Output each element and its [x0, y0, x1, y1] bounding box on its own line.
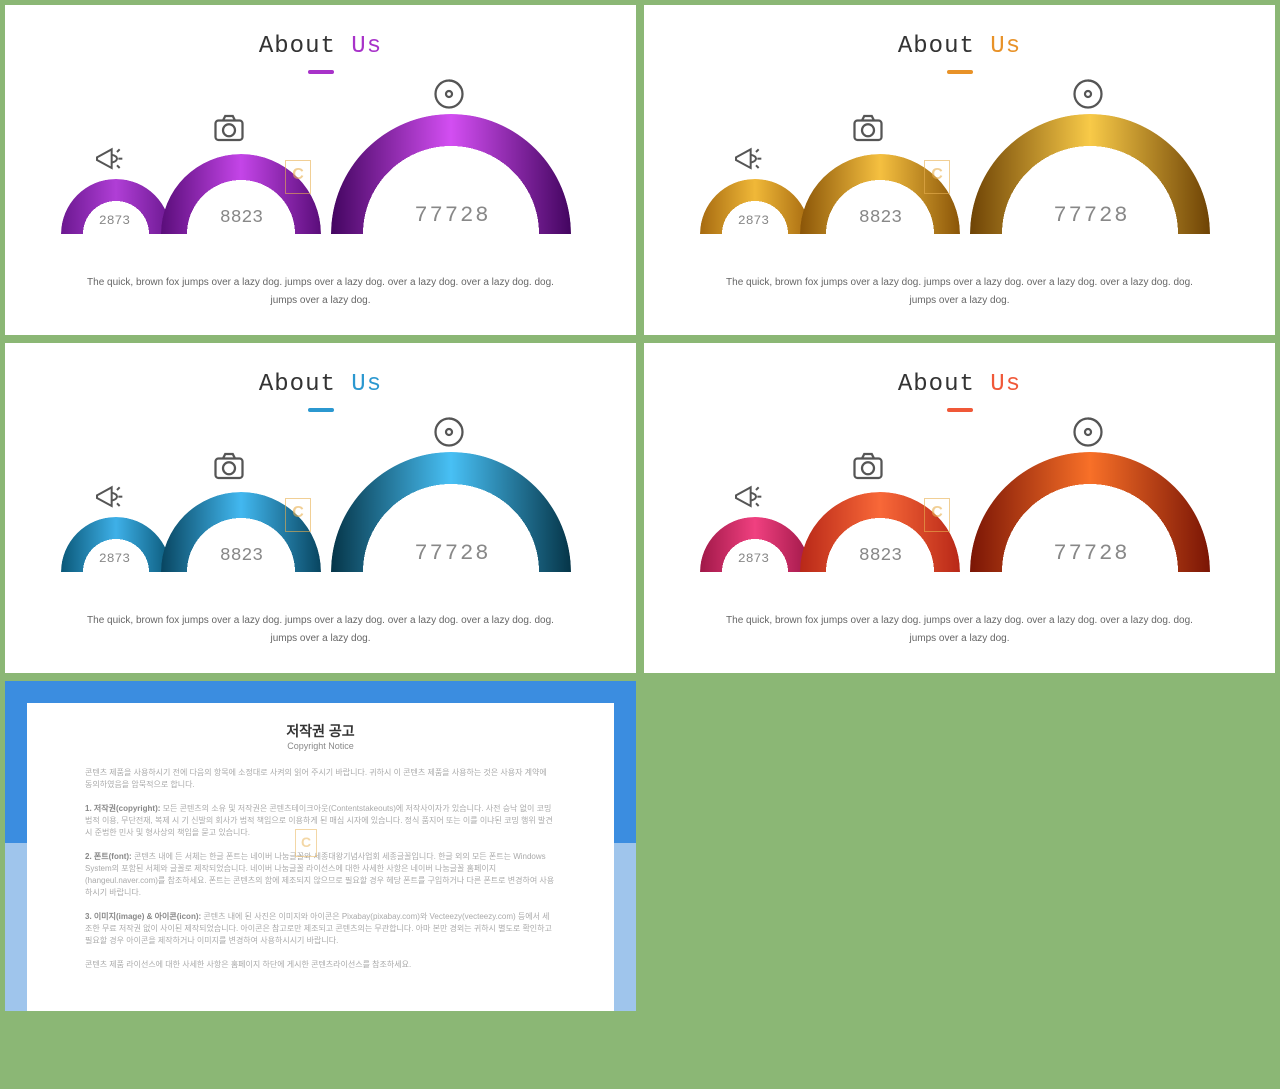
title-underline: [947, 70, 973, 74]
slide-description: The quick, brown fox jumps over a lazy d…: [5, 274, 636, 310]
disc-icon: [431, 76, 467, 112]
disc-icon: [1070, 414, 1106, 450]
arch-value-2: 8823: [177, 208, 307, 228]
about-slide: About Us 2873 8823 77728 C The quick, brown f…: [5, 343, 636, 673]
title-underline: [947, 408, 973, 412]
arches-container: 2873 8823 77728: [61, 432, 581, 572]
megaphone-icon: [732, 482, 764, 514]
copyright-content: 저작권 공고Copyright Notice 콘텐츠 제품을 사용하시기 전에 다…: [5, 681, 636, 1003]
arch-value-1: 2873: [75, 551, 155, 566]
title-word-us: Us: [990, 33, 1021, 60]
copyright-para-3: 3. 이미지(image) & 아이콘(icon): 콘텐츠 내에 된 사진은 …: [85, 911, 556, 947]
about-slide: About Us 2873 8823 77728 C The quick, brown f…: [644, 343, 1275, 673]
slide-description: The quick, brown fox jumps over a lazy d…: [5, 612, 636, 648]
slide-title: About Us: [5, 33, 636, 60]
megaphone-icon: [93, 482, 125, 514]
title-word-about: About: [898, 33, 975, 60]
title-word-us: Us: [351, 33, 382, 60]
disc-icon: [431, 414, 467, 450]
arch-value-2: 8823: [177, 546, 307, 566]
slide-title: About Us: [644, 371, 1275, 398]
copyright-para-0: 콘텐츠 제품을 사용하시기 전에 다음의 항목에 소정대로 사켜의 읽어 주시기…: [85, 767, 556, 791]
arch-value-3: 77728: [353, 203, 553, 228]
about-slide: About Us 2873 8823 77728 C The quick, brown f…: [5, 5, 636, 335]
arch-value-2: 8823: [816, 546, 946, 566]
camera-icon: [211, 448, 247, 484]
title-word-about: About: [259, 33, 336, 60]
title-word-us: Us: [990, 371, 1021, 398]
megaphone-icon: [93, 144, 125, 176]
megaphone-icon: [732, 144, 764, 176]
copyright-slide: 저작권 공고Copyright Notice 콘텐츠 제품을 사용하시기 전에 다…: [5, 681, 636, 1011]
watermark: C: [285, 160, 311, 194]
empty-cell: [644, 681, 1275, 1011]
copyright-subtitle: Copyright Notice: [85, 741, 556, 751]
copyright-title: 저작권 공고: [85, 721, 556, 741]
watermark: C: [924, 160, 950, 194]
title-underline: [308, 70, 334, 74]
arch-value-1: 2873: [75, 213, 155, 228]
copyright-para-1: 1. 저작권(copyright): 모든 콘텐츠의 소유 및 저작권은 콘텐츠…: [85, 803, 556, 839]
about-slide: About Us 2873 8823 77728 C The quick, brown f…: [644, 5, 1275, 335]
camera-icon: [850, 110, 886, 146]
slide-grid: About Us 2873 8823 77728 C The quick, brown f…: [5, 5, 1275, 1011]
watermark: C: [924, 498, 950, 532]
watermark: C: [285, 498, 311, 532]
title-word-about: About: [259, 371, 336, 398]
arch-value-3: 77728: [992, 541, 1192, 566]
watermark: C: [295, 829, 317, 857]
disc-icon: [1070, 76, 1106, 112]
slide-title: About Us: [644, 33, 1275, 60]
slide-description: The quick, brown fox jumps over a lazy d…: [644, 612, 1275, 648]
camera-icon: [850, 448, 886, 484]
slide-description: The quick, brown fox jumps over a lazy d…: [644, 274, 1275, 310]
slide-title: About Us: [5, 371, 636, 398]
camera-icon: [211, 110, 247, 146]
arches-container: 2873 8823 77728: [61, 94, 581, 234]
arch-value-2: 8823: [816, 208, 946, 228]
arch-value-1: 2873: [714, 551, 794, 566]
copyright-para-2: 2. 폰트(font): 콘텐츠 내에 든 서체는 한글 폰트는 네이버 나눔글…: [85, 851, 556, 899]
title-word-us: Us: [351, 371, 382, 398]
title-underline: [308, 408, 334, 412]
copyright-para-4: 콘텐츠 제품 라이선스에 대한 사세한 사항은 홈페이지 하단에 게시한 콘텐츠…: [85, 959, 556, 971]
arches-container: 2873 8823 77728: [700, 94, 1220, 234]
title-word-about: About: [898, 371, 975, 398]
arch-value-3: 77728: [992, 203, 1192, 228]
arch-value-3: 77728: [353, 541, 553, 566]
arches-container: 2873 8823 77728: [700, 432, 1220, 572]
arch-value-1: 2873: [714, 213, 794, 228]
